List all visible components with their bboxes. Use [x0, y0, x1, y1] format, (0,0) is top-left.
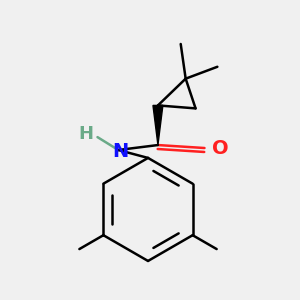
- Polygon shape: [153, 105, 163, 145]
- Text: N: N: [112, 142, 128, 161]
- Text: O: O: [212, 139, 229, 158]
- Text: H: H: [79, 125, 94, 143]
